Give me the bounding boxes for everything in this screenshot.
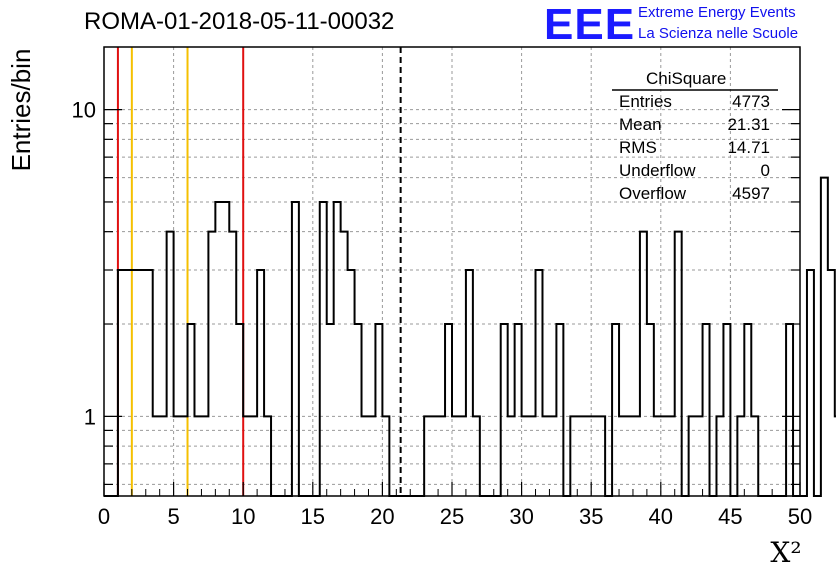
stats-label: Entries — [619, 92, 672, 111]
x-tick-label: 30 — [509, 504, 533, 529]
stats-value: 4597 — [732, 184, 770, 203]
stats-label: Overflow — [619, 184, 687, 203]
x-tick-label: 50 — [788, 504, 812, 529]
axes-layer: 0 5 10 15 20 25 30 35 40 45 50 1 10 — [72, 46, 812, 529]
stats-label: RMS — [619, 138, 657, 157]
x-tick-label: 40 — [649, 504, 673, 529]
x-tick-label: 0 — [98, 504, 110, 529]
y-tick-label: 1 — [84, 404, 96, 429]
x-tick-label: 25 — [440, 504, 464, 529]
x-tick-label: 10 — [231, 504, 255, 529]
x-tick-label: 15 — [301, 504, 325, 529]
x-tick-label: 35 — [579, 504, 603, 529]
logo-line-2: La Scienza nelle Scuole — [638, 25, 799, 42]
y-axis-label: Entries/bin — [6, 49, 36, 172]
x-tick-label: 5 — [167, 504, 179, 529]
x-axis-label: X² — [770, 536, 801, 569]
stats-value: 14.71 — [727, 138, 770, 157]
stats-label: Mean — [619, 115, 662, 134]
stats-label: Underflow — [619, 161, 696, 180]
eee-logo: EEE — [544, 0, 636, 49]
reference-lines-layer — [116, 47, 402, 496]
stats-value: 4773 — [732, 92, 770, 111]
y-tick-label: 10 — [72, 98, 96, 123]
histogram-series — [104, 176, 836, 497]
stats-box-title: ChiSquare — [646, 69, 727, 88]
stats-value: 0 — [760, 161, 770, 180]
x-tick-label: 45 — [718, 504, 742, 529]
stats-value: 21.31 — [727, 115, 770, 134]
chart-title: ROMA-01-2018-05-11-00032 — [84, 8, 395, 35]
x-tick-label: 20 — [370, 504, 394, 529]
logo-line-1: Extreme Energy Events — [638, 4, 796, 21]
